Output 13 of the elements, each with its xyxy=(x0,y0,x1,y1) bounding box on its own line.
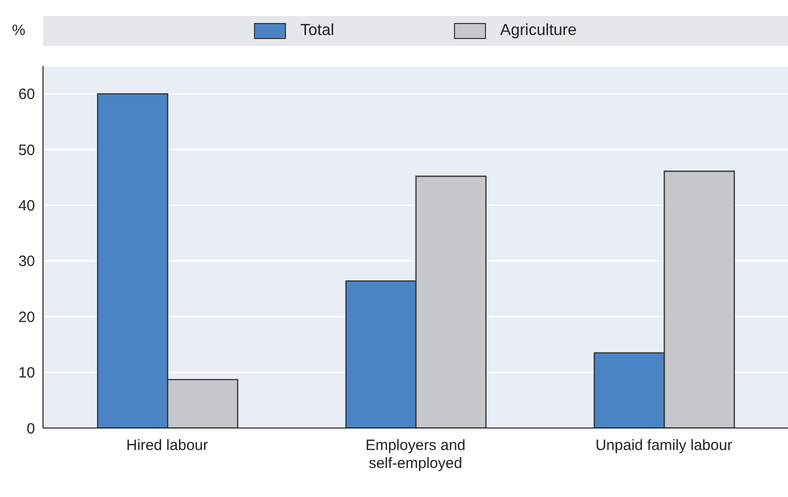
y-tick-label: 60 xyxy=(18,86,35,104)
y-tick-label: 0 xyxy=(26,420,35,438)
x-tick-label: Unpaid family labour xyxy=(595,437,732,454)
legend-label: Agriculture xyxy=(499,22,577,40)
y-tick-label: 30 xyxy=(18,253,35,270)
y-tick-label: 50 xyxy=(18,142,35,159)
y-tick-label: 20 xyxy=(18,308,35,326)
y-tick-label: 40 xyxy=(18,198,35,215)
x-tick-label: Employers and self-employed xyxy=(365,437,466,472)
x-tick-label: Hired labour xyxy=(126,437,208,454)
legend-label: Total xyxy=(299,22,334,40)
y-axis-title: % xyxy=(12,22,26,39)
y-tick-label: 10 xyxy=(18,364,35,382)
